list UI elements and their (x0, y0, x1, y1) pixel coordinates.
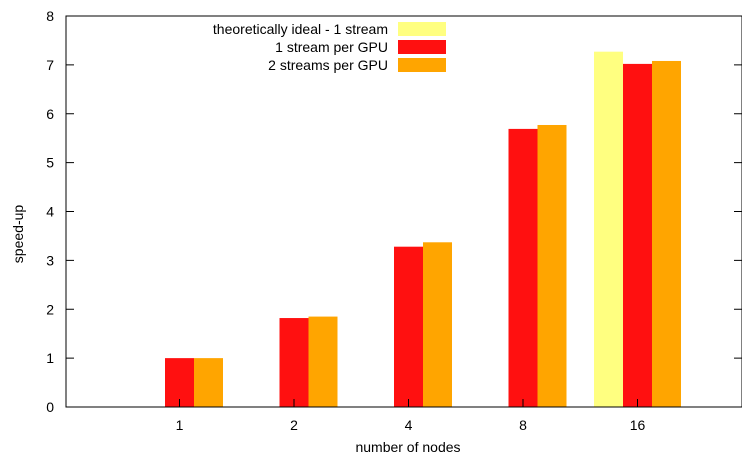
bar-1-stream-per-gpu-16 (623, 63, 652, 408)
legend-swatch (398, 22, 446, 36)
y-tick-label: 4 (46, 204, 54, 220)
y-tick-label: 3 (46, 252, 54, 268)
legend-label: 2 streams per GPU (268, 57, 388, 73)
y-ticks: 0 1 2 3 4 5 6 7 8 (46, 8, 742, 415)
legend-swatch (398, 40, 446, 54)
bars-layer (165, 51, 681, 408)
bar-2-streams-per-gpu-16 (652, 60, 681, 408)
bar-2-streams-per-gpu-4 (423, 242, 452, 407)
y-tick-label: 6 (46, 106, 54, 122)
y-tick-label: 1 (46, 350, 54, 366)
y-tick-label: 0 (46, 399, 54, 415)
y-tick-label: 5 (46, 155, 54, 171)
x-tick-label: 16 (630, 417, 646, 433)
x-axis-label: number of nodes (355, 439, 460, 455)
bar-2-streams-per-gpu-8 (537, 124, 567, 408)
legend-label: theoretically ideal - 1 stream (213, 21, 388, 37)
bar-1-stream-per-gpu-1 (165, 358, 194, 407)
x-tick-label: 1 (176, 417, 184, 433)
bar-1-stream-per-gpu-2 (279, 318, 309, 407)
legend-swatch (398, 58, 446, 72)
y-tick-label: 2 (46, 301, 54, 317)
x-ticks: 1 2 4 8 16 (176, 399, 646, 433)
y-axis-label: speed-up (10, 205, 26, 264)
bar-1-stream-per-gpu-4 (394, 246, 423, 407)
y-tick-label: 7 (46, 57, 54, 73)
x-tick-label: 4 (405, 417, 413, 433)
bar-2-streams-per-gpu-1 (194, 358, 223, 407)
legend: theoretically ideal - 1 stream 1 stream p… (213, 21, 446, 73)
x-tick-label: 8 (519, 417, 527, 433)
y-tick-label: 8 (46, 8, 54, 24)
legend-label: 1 stream per GPU (275, 39, 388, 55)
bar-theoretically-ideal-1-stream-16 (594, 51, 623, 408)
x-tick-label: 2 (290, 417, 298, 433)
bar-2-streams-per-gpu-2 (308, 316, 338, 407)
bar-1-stream-per-gpu-8 (508, 128, 538, 407)
